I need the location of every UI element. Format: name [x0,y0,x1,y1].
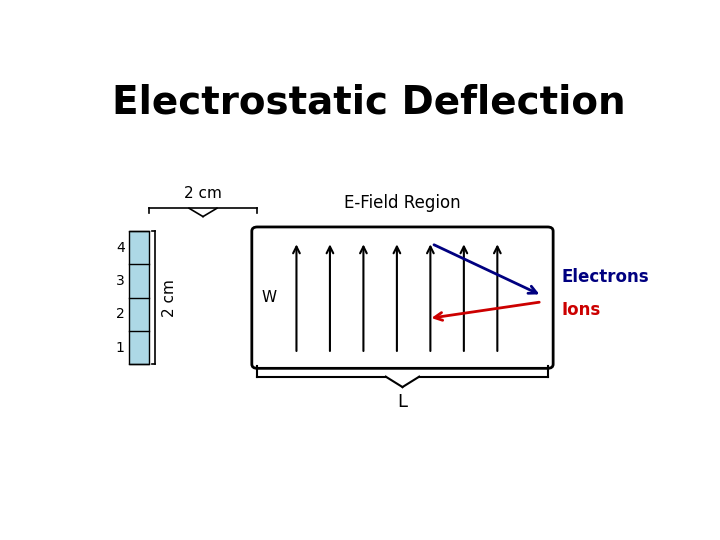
Text: 2 cm: 2 cm [162,279,176,316]
Text: Electrostatic Deflection: Electrostatic Deflection [112,83,626,121]
Text: 4: 4 [116,241,125,255]
Text: Electrons: Electrons [562,268,649,286]
Text: 3: 3 [116,274,125,288]
Bar [129,231,148,364]
Text: 2: 2 [116,307,125,321]
Text: L: L [397,393,408,411]
FancyBboxPatch shape [252,227,553,368]
Text: 1: 1 [116,341,125,355]
Text: E-Field Region: E-Field Region [344,194,461,212]
Text: W: W [262,290,277,305]
Text: 2 cm: 2 cm [184,186,222,201]
Text: Ions: Ions [562,301,600,319]
